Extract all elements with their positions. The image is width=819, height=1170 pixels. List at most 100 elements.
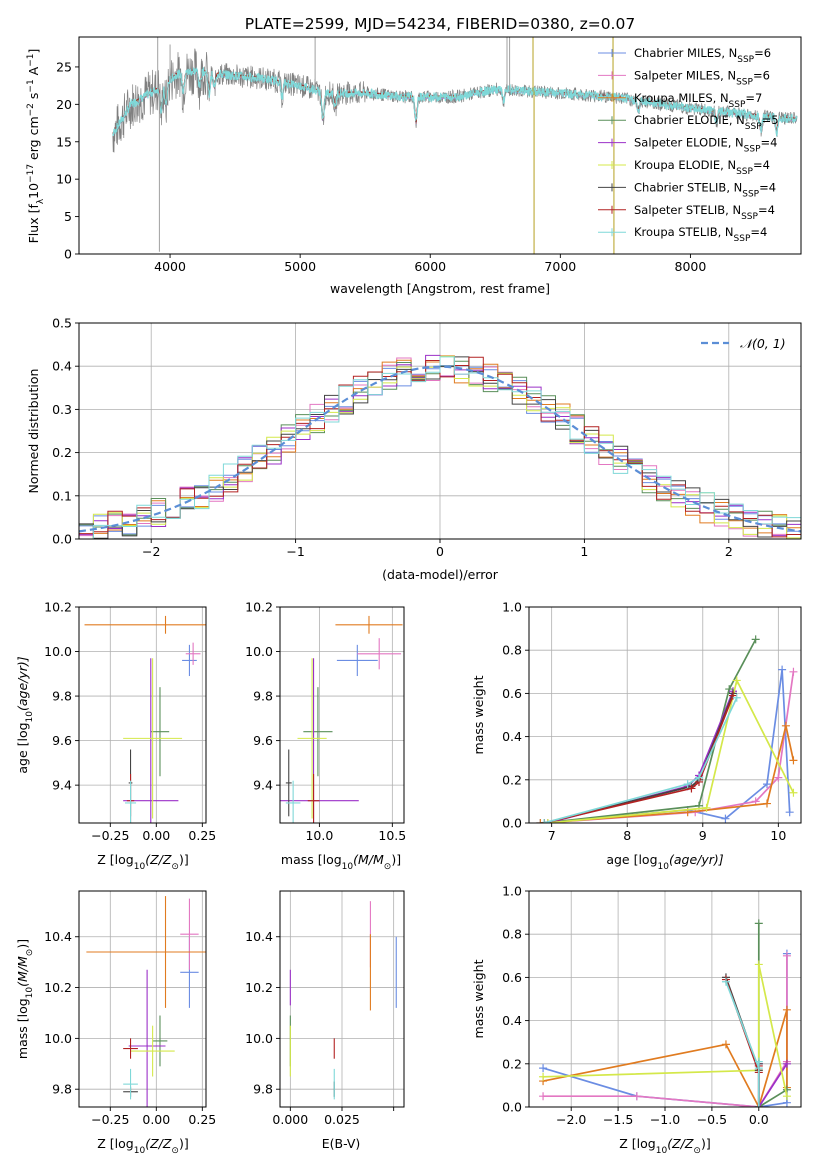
y-tick-label: 9.4 xyxy=(52,778,72,793)
age-vs-mass-xlabel: mass [log10(M/M⊙)] xyxy=(281,852,401,872)
weight-line xyxy=(542,1009,788,1107)
frame-residuals: −2 −1 0 1 2 0.0 0.1 0.2 0.3 0.4 0.5 xyxy=(52,316,802,559)
x-tick-label: 7 xyxy=(548,828,556,843)
axes-frame xyxy=(528,606,802,824)
residuals-ylabel: Normed distribution xyxy=(26,369,41,494)
y-tick-label: 10.4 xyxy=(245,929,273,944)
x-tick-label: 0.25 xyxy=(188,1112,216,1127)
x-tick-label: 0.025 xyxy=(324,1112,360,1127)
axes-frame xyxy=(78,890,207,1108)
x-tick-label: 0.00 xyxy=(142,1112,170,1127)
x-tick-label: 9 xyxy=(699,828,707,843)
x-tick-label: 1 xyxy=(580,544,588,559)
weight-line xyxy=(547,690,734,823)
y-tick-label: 15 xyxy=(56,134,72,149)
legend-label: Salpeter MILES, NSSP=6 xyxy=(634,68,770,87)
weight-marker xyxy=(789,756,798,765)
x-tick-label: 7000 xyxy=(544,259,576,274)
y-tick-label: 0.3 xyxy=(52,402,72,417)
spectrum-ylabel: Flux [fλ10−17 erg cm−2 s−1 A−1] xyxy=(26,49,46,244)
x-tick-label: −2.0 xyxy=(556,1112,586,1127)
x-tick-label: 8 xyxy=(623,828,631,843)
weight-vs-age-ylabel: mass weight xyxy=(471,675,486,754)
weight-marker xyxy=(751,635,760,644)
frame-mass-vs-Z: −0.25 0.00 0.25 9.8 10.0 10.2 10.4 xyxy=(44,890,216,1127)
gaussian-curve xyxy=(79,365,801,533)
plot-area-weight-vs-Z xyxy=(539,919,791,1107)
mass-vs-Z-ylabel: mass [log10(M/M⊙)] xyxy=(15,939,35,1059)
weight-marker xyxy=(782,1005,791,1014)
weight-marker xyxy=(789,788,798,797)
x-tick-label: −0.5 xyxy=(697,1112,727,1127)
plot-area-residuals xyxy=(79,354,801,539)
y-tick-label: 9.4 xyxy=(253,778,273,793)
weight-marker xyxy=(539,1092,548,1101)
y-tick-label: 10.2 xyxy=(245,600,273,615)
mass-vs-Z-xlabel: Z [log10(Z/Z⊙)] xyxy=(97,1136,188,1156)
plot-area-mass-vs-EBV xyxy=(289,901,397,1100)
y-tick-label: 0.6 xyxy=(502,686,522,701)
weight-line xyxy=(757,1063,788,1107)
weight-line xyxy=(540,725,795,823)
y-tick-label: 10.0 xyxy=(245,1031,273,1046)
weight-marker xyxy=(683,780,692,789)
weight-marker xyxy=(687,784,696,793)
y-tick-label: 25 xyxy=(56,59,72,74)
weight-marker xyxy=(785,808,794,817)
axes-spectrum: 4000 5000 6000 7000 8000 0 5 10 15 20 25 xyxy=(56,36,802,274)
y-tick-label: 10.0 xyxy=(44,1031,72,1046)
x-tick-label: 10.0 xyxy=(305,828,333,843)
y-tick-label: 20 xyxy=(56,97,72,112)
x-tick-label: 10.5 xyxy=(378,828,406,843)
histogram-step xyxy=(79,356,801,539)
x-tick-label: 4000 xyxy=(154,259,186,274)
axes-frame xyxy=(78,606,207,824)
gaussian-legend-label: 𝒩(0, 1) xyxy=(740,336,786,351)
plot-area-age-vs-Z xyxy=(84,615,206,823)
y-tick-label: 5 xyxy=(64,209,72,224)
y-tick-label: 0.2 xyxy=(502,1056,522,1071)
weight-line xyxy=(547,677,795,823)
weight-marker xyxy=(781,721,790,730)
spectrum-xlabel: wavelength [Angstrom, rest frame] xyxy=(330,281,550,296)
x-tick-label: −1.0 xyxy=(650,1112,680,1127)
plot-area-spectrum xyxy=(112,37,798,254)
legend-label: Kroupa STELIB, NSSP=4 xyxy=(634,225,767,244)
weight-vs-Z-xlabel: Z [log10(Z/Z⊙)] xyxy=(619,1136,710,1156)
frame-mass-vs-EBV: 0.000 0.025 9.8 10.0 10.2 10.4 xyxy=(245,890,405,1127)
y-tick-label: 0.0 xyxy=(502,816,522,831)
figure-title: PLATE=2599, MJD=54234, FIBERID=0380, z=0… xyxy=(245,15,635,33)
legend-label: Salpeter STELIB, NSSP=4 xyxy=(634,203,775,222)
y-tick-label: 0.1 xyxy=(52,488,72,503)
y-tick-label: 0.2 xyxy=(52,445,72,460)
y-tick-label: 0.0 xyxy=(52,532,72,547)
axes-age-vs-mass: 10.0 10.5 9.4 9.6 9.8 10.0 10.2 xyxy=(245,600,406,844)
weight-marker xyxy=(754,919,763,928)
weight-marker xyxy=(632,1092,641,1101)
y-tick-label: 10.0 xyxy=(44,644,72,659)
y-tick-label: 0.0 xyxy=(502,1100,522,1115)
y-tick-label: 0.8 xyxy=(502,643,522,658)
age-vs-Z-ylabel: age [log10(age/yr)] xyxy=(15,656,35,773)
x-tick-label: 0 xyxy=(436,544,444,559)
weight-line xyxy=(725,981,760,1107)
x-tick-label: −1.5 xyxy=(603,1112,633,1127)
y-tick-label: 0.4 xyxy=(502,729,522,744)
x-tick-label: −0.25 xyxy=(91,1112,129,1127)
frame-weight-vs-Z: −2.0 −1.5 −1.0 −0.5 0.0 0.0 0.2 0.4 0.6 0.8 1.0 xyxy=(502,884,802,1127)
y-tick-label: 9.8 xyxy=(253,1082,273,1097)
legend-label: Kroupa MILES, NSSP=7 xyxy=(634,91,762,110)
weight-line xyxy=(543,697,738,823)
axes-age-vs-Z: −0.25 0.00 0.25 9.4 9.6 9.8 10.0 10.2 xyxy=(44,600,216,844)
y-tick-label: 9.6 xyxy=(52,733,72,748)
y-tick-label: 0.4 xyxy=(502,1013,522,1028)
residuals-xlabel: (data-model)/error xyxy=(382,567,499,582)
y-tick-label: 0.2 xyxy=(502,772,522,787)
y-tick-label: 0 xyxy=(64,247,72,262)
weight-marker xyxy=(782,1092,791,1101)
x-tick-label: 0.0 xyxy=(749,1112,769,1127)
axes-mass-vs-Z: −0.25 0.00 0.25 9.8 10.0 10.2 10.4 xyxy=(44,890,216,1127)
x-tick-label: 0.00 xyxy=(142,828,170,843)
y-tick-label: 10.2 xyxy=(245,980,273,995)
axes-frame xyxy=(78,36,802,255)
